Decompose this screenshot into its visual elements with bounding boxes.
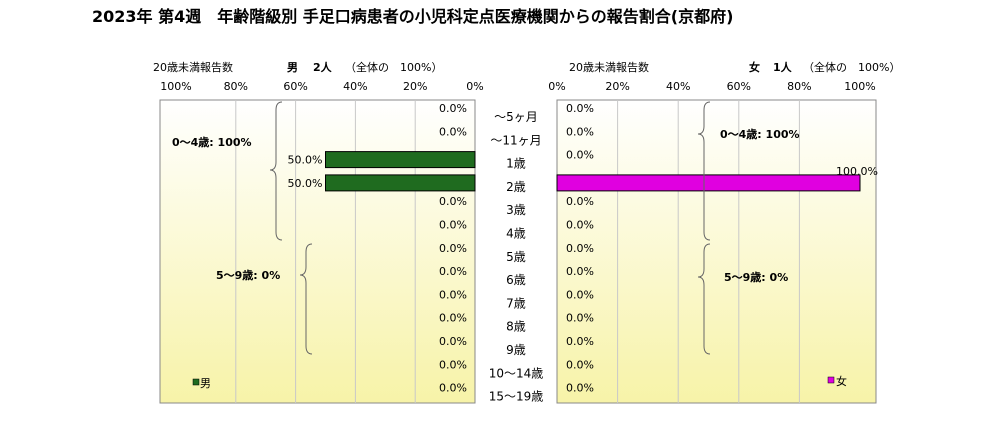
right-bracket-label-0-4: 0～4歳: 100% — [720, 127, 800, 141]
right-bracket-0-4 — [697, 101, 711, 241]
male-legend-swatch — [192, 378, 200, 386]
right-header-sex: 女 — [749, 60, 760, 74]
right-tick-label: 60% — [727, 80, 751, 93]
right-tick-label: 20% — [605, 80, 629, 93]
male-data-label: 0.0% — [439, 125, 467, 138]
left-tick-label: 100% — [160, 80, 191, 93]
female-data-label: 0.0% — [566, 265, 594, 278]
right-plot-area — [556, 99, 877, 404]
female-data-label: 0.0% — [566, 195, 594, 208]
right-tick-label: 40% — [666, 80, 690, 93]
male-data-label: 0.0% — [439, 288, 467, 301]
female-data-label: 0.0% — [566, 312, 594, 325]
right-tick-label: 100% — [844, 80, 875, 93]
male-data-label: 0.0% — [439, 195, 467, 208]
female-data-label: 0.0% — [566, 149, 594, 162]
left-plot-area — [159, 99, 476, 404]
category-label: 3歳 — [506, 203, 526, 217]
right-bracket-5-9 — [697, 243, 711, 355]
male-data-label: 0.0% — [439, 312, 467, 325]
right-tick-label: 0% — [548, 80, 565, 93]
male-bar — [325, 174, 476, 192]
left-header-sex: 男 — [287, 61, 298, 74]
category-label: 2歳 — [506, 180, 526, 194]
chart-title: 2023年 第4週 年齢階級別 手足口病患者の小児科定点医療機関からの報告割合(… — [92, 7, 733, 26]
male-data-label: 0.0% — [439, 242, 467, 255]
right-bracket-label-5-9: 5～9歳: 0% — [724, 270, 788, 284]
female-legend-label: 女 — [836, 374, 847, 388]
male-data-label: 0.0% — [439, 219, 467, 232]
left-bracket-5-9 — [299, 243, 313, 355]
male-data-label: 0.0% — [439, 102, 467, 115]
category-label: 15～19歳 — [489, 390, 544, 404]
right-header-total: （全体の 100%） — [803, 60, 900, 74]
right-header-prefix: 20歳未満報告数 — [569, 61, 649, 74]
category-label: 4歳 — [506, 227, 526, 241]
left-header-prefix: 20歳未満報告数 — [153, 61, 233, 74]
left-header-total: （全体の 100%） — [345, 60, 442, 74]
female-data-label: 0.0% — [566, 125, 594, 138]
male-data-label: 50.0% — [288, 154, 323, 167]
category-label: ～11ヶ月 — [490, 133, 541, 147]
left-header-count: 2人 — [313, 60, 333, 74]
female-data-label: 0.0% — [566, 335, 594, 348]
category-label: 8歳 — [506, 320, 526, 334]
female-data-label: 0.0% — [566, 242, 594, 255]
female-bar — [556, 174, 861, 192]
female-data-label: 100.0% — [836, 165, 878, 178]
female-data-label: 0.0% — [566, 102, 594, 115]
left-bracket-label-0-4: 0～4歳: 100% — [172, 135, 252, 149]
left-tick-label: 40% — [343, 80, 367, 93]
category-label: 9歳 — [506, 343, 526, 357]
female-data-label: 0.0% — [566, 288, 594, 301]
category-label: 5歳 — [506, 250, 526, 264]
category-label: 6歳 — [506, 273, 526, 287]
category-label: ～5ヶ月 — [494, 110, 538, 124]
left-tick-label: 20% — [403, 80, 427, 93]
female-legend-swatch — [827, 376, 835, 384]
male-bar — [325, 151, 476, 169]
left-bracket-0-4 — [269, 101, 283, 241]
male-data-label: 0.0% — [439, 265, 467, 278]
male-data-label: 0.0% — [439, 335, 467, 348]
female-data-label: 0.0% — [566, 219, 594, 232]
category-label: 7歳 — [506, 296, 526, 310]
male-legend-label: 男 — [200, 377, 211, 390]
left-tick-label: 60% — [283, 80, 307, 93]
left-bracket-label-5-9: 5～9歳: 0% — [216, 268, 280, 282]
male-data-label: 0.0% — [439, 358, 467, 371]
left-tick-label: 0% — [466, 80, 483, 93]
right-header-count: 1人 — [773, 60, 793, 74]
category-label: 10～14歳 — [489, 366, 544, 380]
male-data-label: 0.0% — [439, 382, 467, 395]
male-data-label: 50.0% — [288, 177, 323, 190]
female-data-label: 0.0% — [566, 382, 594, 395]
category-label: 1歳 — [506, 157, 526, 171]
right-tick-label: 80% — [787, 80, 811, 93]
left-tick-label: 80% — [224, 80, 248, 93]
female-data-label: 0.0% — [566, 358, 594, 371]
